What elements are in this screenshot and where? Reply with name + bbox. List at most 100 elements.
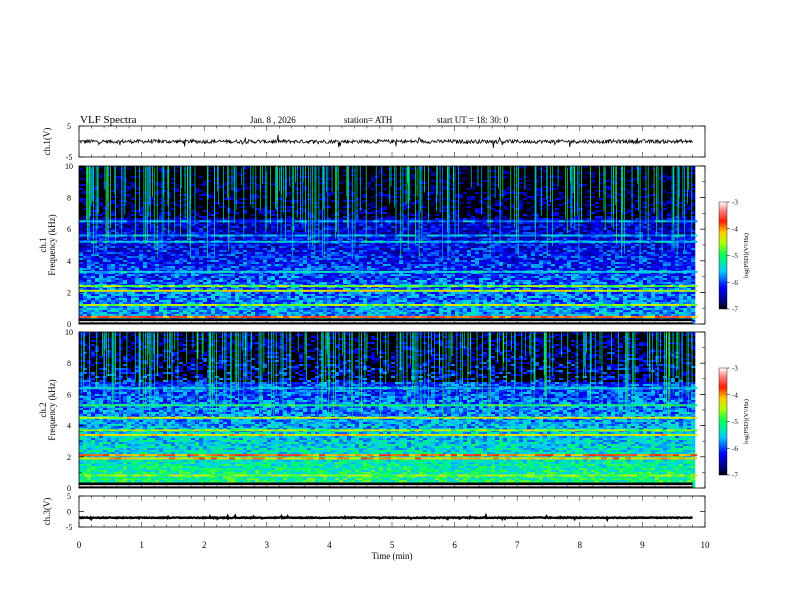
spectrogram-cell xyxy=(219,264,223,266)
spectrogram-cell xyxy=(215,296,219,298)
spectrogram-cell xyxy=(295,300,299,302)
spectrogram-cell xyxy=(191,300,195,302)
spectrogram-cell xyxy=(239,292,243,294)
spectrogram-cell xyxy=(83,232,87,234)
spectrogram-cell xyxy=(183,300,187,302)
spectrogram-cell xyxy=(235,248,239,250)
spectrogram-cell xyxy=(103,226,107,228)
spectrogram-cell xyxy=(183,266,187,268)
spectrogram-cell xyxy=(275,296,279,298)
spectrogram-cell xyxy=(223,228,227,230)
spectrogram-cell xyxy=(287,218,291,220)
spectrogram-cell xyxy=(123,278,127,280)
spectrogram-cell xyxy=(287,186,291,188)
spectrogram-cell xyxy=(271,218,275,220)
spectrogram-cell xyxy=(155,302,159,304)
spectrogram-cell xyxy=(179,218,183,220)
spectrogram-cell xyxy=(123,256,127,258)
spectrogram-cell xyxy=(223,276,227,278)
spectrogram-cell xyxy=(139,276,143,278)
spectrogram-cell xyxy=(263,280,267,282)
spectrogram-cell xyxy=(151,280,155,282)
spectrogram-cell xyxy=(159,294,163,296)
spectrogram-cell xyxy=(79,250,83,252)
spectrogram-cell xyxy=(303,276,307,278)
spectrogram-cell xyxy=(271,282,275,284)
spectrogram-cell xyxy=(123,302,127,304)
spectrogram-cell xyxy=(307,266,311,268)
spectrogram-cell xyxy=(259,222,263,224)
spectrogram-cell xyxy=(159,282,163,284)
spectrogram-cell xyxy=(263,238,267,240)
spectrogram-cell xyxy=(183,268,187,270)
spectrogram-cell xyxy=(175,306,179,308)
spectrogram-cell xyxy=(79,182,83,184)
spectrogram-cell xyxy=(87,312,91,314)
spectrogram-cell xyxy=(203,198,207,200)
spectrogram-cell xyxy=(199,268,203,270)
spectrogram-cell xyxy=(163,282,167,284)
spectrogram-cell xyxy=(275,278,279,280)
spectrogram-cell xyxy=(175,208,179,210)
spectrogram-cell xyxy=(311,280,315,282)
spectrogram-cell xyxy=(79,258,83,260)
spectrogram-cell xyxy=(303,296,307,298)
spectrogram-cell xyxy=(139,294,143,296)
spectrogram-cell xyxy=(303,266,307,268)
spectrogram-cell xyxy=(271,180,275,182)
spectrogram-cell xyxy=(307,308,311,310)
spectrogram-cell xyxy=(323,260,327,262)
spectrogram-cell xyxy=(203,302,207,304)
spectrogram-cell xyxy=(159,184,163,186)
spectrogram-cell xyxy=(111,268,115,270)
spectrogram-cell xyxy=(279,246,283,248)
spectrogram-cell xyxy=(95,302,99,304)
spectrogram-cell xyxy=(235,192,239,194)
spectrogram-cell xyxy=(215,218,219,220)
spectrogram-cell xyxy=(283,280,287,282)
spectrogram-cell xyxy=(159,218,163,220)
spectrogram-cell xyxy=(175,192,179,194)
spectrogram-cell xyxy=(159,206,163,208)
spectrogram-cell xyxy=(159,216,163,218)
spectrogram-cell xyxy=(199,214,203,216)
spectrogram-cell xyxy=(239,268,243,270)
spectrogram-cell xyxy=(303,264,307,266)
spectrogram-cell xyxy=(183,292,187,294)
spectrogram-cell xyxy=(311,264,315,266)
spectrogram-cell xyxy=(99,252,103,254)
spectrogram-cell xyxy=(95,310,99,312)
spectrogram-cell xyxy=(187,306,191,308)
spectrogram-cell xyxy=(195,282,199,284)
spectrogram-cell xyxy=(171,300,175,302)
spectrogram-cell xyxy=(291,248,295,250)
spectrogram-cell xyxy=(303,252,307,254)
spectrogram-cell xyxy=(219,200,223,202)
spectrogram-cell xyxy=(115,300,119,302)
spectrogram-cell xyxy=(115,276,119,278)
spectrogram-cell xyxy=(143,274,147,276)
spectrogram-cell xyxy=(175,250,179,252)
spectrogram-cell xyxy=(319,302,323,304)
spectrogram-cell xyxy=(211,282,215,284)
spectrogram-cell xyxy=(227,310,231,312)
spectrogram-cell xyxy=(143,246,147,248)
spectrogram-cell xyxy=(111,258,115,260)
spectrogram-cell xyxy=(199,230,203,232)
spectrogram-cell xyxy=(283,254,287,256)
spectrogram-cell xyxy=(183,276,187,278)
spectrogram-cell xyxy=(171,280,175,282)
spectrogram-cell xyxy=(103,222,107,224)
spectrogram-cell xyxy=(227,302,231,304)
header-date: Jan. 8 , 2026 xyxy=(250,115,296,125)
spectrogram-cell xyxy=(239,222,243,224)
spectrogram-cell xyxy=(291,246,295,248)
spectrogram-cell xyxy=(131,268,135,270)
spectrogram-cell xyxy=(239,306,243,308)
spectrogram-cell xyxy=(179,212,183,214)
spectrogram-cell xyxy=(251,312,255,314)
spectrogram-cell xyxy=(259,214,263,216)
spectrogram-cell xyxy=(291,182,295,184)
spectrogram-cell xyxy=(159,250,163,252)
spectrogram-cell xyxy=(183,306,187,308)
